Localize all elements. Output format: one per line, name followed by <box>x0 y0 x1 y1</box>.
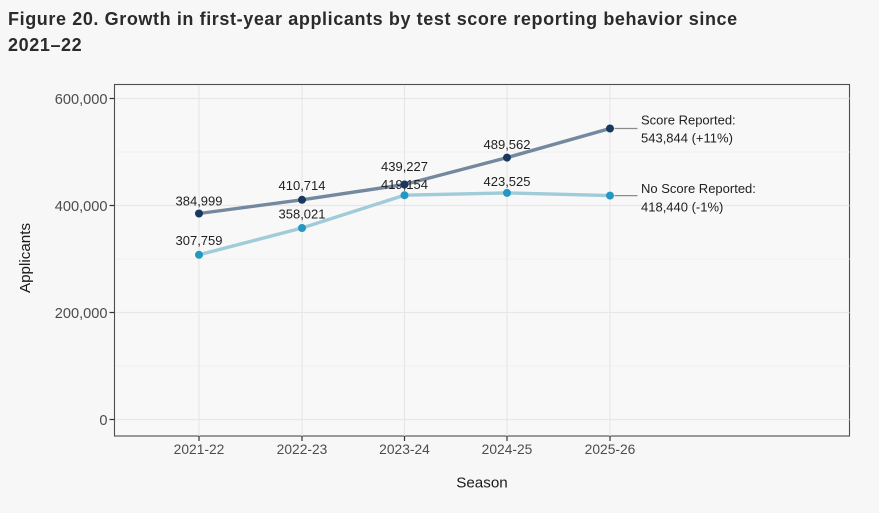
svg-text:2023-24: 2023-24 <box>379 442 430 457</box>
svg-text:2024-25: 2024-25 <box>482 442 533 457</box>
svg-text:Score Reported:: Score Reported: <box>641 112 736 127</box>
svg-text:2021-22: 2021-22 <box>174 442 225 457</box>
svg-text:439,227: 439,227 <box>381 159 428 174</box>
svg-text:358,021: 358,021 <box>279 207 326 222</box>
svg-text:489,562: 489,562 <box>484 137 531 152</box>
svg-text:543,844 (+11%): 543,844 (+11%) <box>641 131 733 146</box>
svg-text:600,000: 600,000 <box>55 92 108 108</box>
svg-text:423,525: 423,525 <box>484 174 531 189</box>
svg-text:Applicants: Applicants <box>17 223 34 293</box>
svg-text:418,440 (-1%): 418,440 (-1%) <box>641 199 723 214</box>
svg-text:400,000: 400,000 <box>55 199 108 215</box>
svg-text:307,759: 307,759 <box>176 233 223 248</box>
svg-text:0: 0 <box>99 413 107 429</box>
svg-text:384,999: 384,999 <box>176 194 223 209</box>
svg-text:Season: Season <box>456 475 508 492</box>
svg-text:200,000: 200,000 <box>55 306 108 322</box>
svg-text:410,714: 410,714 <box>279 178 326 193</box>
svg-text:2022-23: 2022-23 <box>277 442 328 457</box>
svg-text:No Score Reported:: No Score Reported: <box>641 181 756 196</box>
svg-text:2025-26: 2025-26 <box>585 442 636 457</box>
